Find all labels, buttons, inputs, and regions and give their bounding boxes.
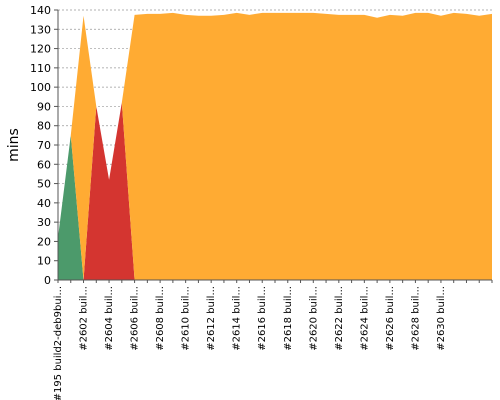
x-tick-label: #2624 buil... [359,286,370,351]
x-tick-label: #2602 buil... [79,286,90,351]
y-axis-title: mins [6,128,22,162]
y-tick-label: 120 [30,43,51,56]
y-tick-label: 30 [37,216,51,229]
x-tick-label: #2612 buil... [206,286,217,351]
y-tick-label: 90 [37,100,51,113]
failure-area [58,102,492,280]
unstable-area [58,12,492,280]
x-tick-label: #2622 buil... [334,286,345,351]
x-tick-label: #2630 buil... [436,286,447,351]
x-tick-label: #2616 buil... [257,286,268,351]
x-tick-label: #2608 buil... [155,286,166,351]
x-tick-label: #2628 buil... [410,286,421,351]
y-tick-label: 20 [37,235,51,248]
x-tick-labels: #195 build2-deb9bui... #2602 buil... #2604… [53,280,493,400]
y-tick-label: 80 [37,120,51,133]
y-tick-label: 40 [37,197,51,210]
x-tick-label: #195 build2-deb9bui... [53,286,64,400]
y-tick-label: 50 [37,178,51,191]
x-tick-label: #2620 buil... [308,286,319,351]
y-tick-label: 140 [30,4,51,17]
y-tick-label: 10 [37,255,51,268]
x-tick-label: #2618 buil... [283,286,294,351]
y-tick-labels: 0 10 20 30 40 50 60 70 80 90 100 110 120 130 140 [30,4,58,287]
x-tick-label: #2610 buil... [181,286,192,351]
y-tick-label: 100 [30,81,51,94]
y-tick-label: 130 [30,23,51,36]
x-tick-label: #2626 buil... [385,286,396,351]
y-tick-label: 0 [44,274,51,287]
x-tick-label: #2614 buil... [232,286,243,351]
y-tick-label: 110 [30,62,51,75]
y-tick-label: 60 [37,158,51,171]
y-tick-label: 70 [37,139,51,152]
x-tick-label: #2604 buil... [104,286,115,351]
x-tick-label: #2606 buil... [130,286,141,351]
stacked-area-series [58,12,492,280]
